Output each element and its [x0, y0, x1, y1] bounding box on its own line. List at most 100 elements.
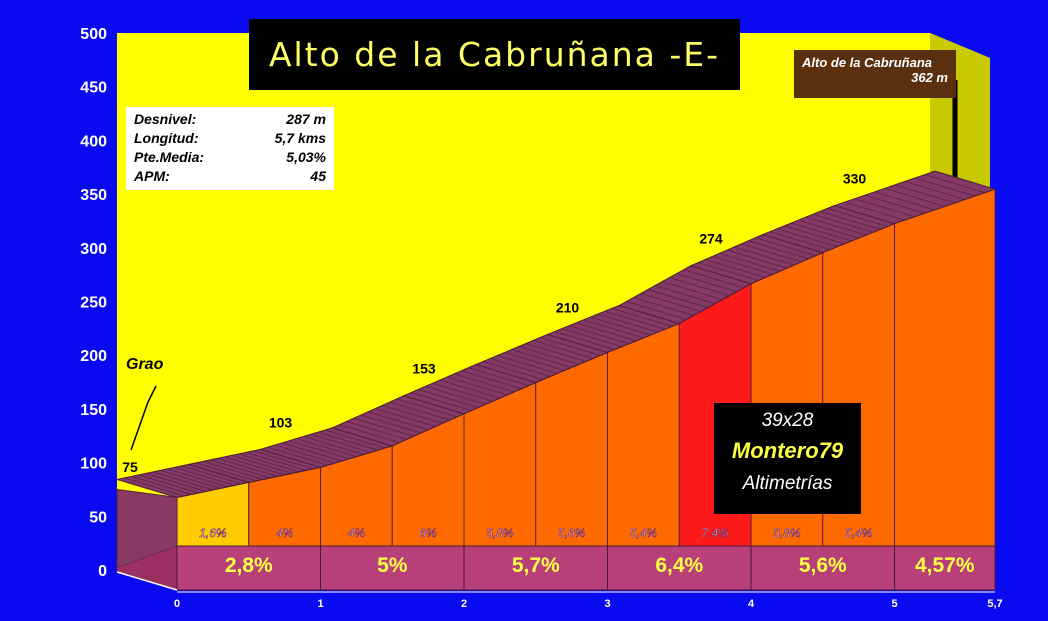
profile-segments: 1,6% 4% 4% 6% 5,8% 5,6% 5,4% 7,4% 5,8% 5,4%: [116, 188, 996, 569]
summit-box: Alto de la Cabruñana 362 m: [794, 50, 956, 98]
surface-hatch: [590, 316, 651, 336]
surface-hatch: [820, 210, 881, 230]
surface-hatch: [468, 367, 529, 387]
chart-title: Alto de la Cabruñana -E-: [268, 35, 721, 74]
surface-hatch: [482, 361, 544, 380]
surface-hatch: [769, 231, 831, 251]
start-pointer: [130, 385, 157, 451]
surface-hatch: [655, 285, 716, 304]
km-block: [320, 545, 465, 591]
segment-gradient-label: 1,6%: [199, 526, 227, 540]
surface-hatch: [854, 198, 915, 218]
stat-label: Longitud:: [134, 130, 199, 146]
surface-hatch: [540, 337, 601, 356]
surface-hatch: [748, 240, 809, 260]
surface-hatch: [310, 433, 371, 453]
surface-hatch: [874, 191, 935, 211]
surface-hatch: [827, 208, 888, 227]
surface-hatch: [332, 427, 393, 447]
altitude-label: 103: [269, 414, 293, 430]
start-pointer-line: [130, 385, 157, 451]
stat-row: Desnivel: 287 m: [134, 110, 326, 129]
segment-gradient-label: 4%: [276, 526, 294, 540]
altitude-label: 330: [843, 171, 867, 187]
surface-hatch: [181, 465, 242, 485]
surface-hatch: [712, 255, 773, 275]
surface-hatch: [662, 281, 723, 301]
surface-hatch: [726, 249, 788, 269]
surface-hatch: [439, 379, 501, 399]
surface-hatch: [904, 181, 965, 200]
surface-hatch: [152, 471, 213, 491]
surface-hatch: [547, 334, 608, 353]
stat-label: Desnivel:: [134, 111, 197, 127]
x-tick-label: 5,7: [987, 598, 1002, 610]
stat-row: APM: 45: [134, 167, 326, 186]
surface-hatch: [705, 259, 766, 278]
surface-hatch: [784, 225, 845, 245]
y-tick-label: 0: [98, 563, 107, 580]
surface-hatch: [834, 205, 895, 224]
surface-hatch: [647, 289, 709, 308]
surface-hatch: [174, 467, 235, 486]
surface-hatch: [475, 364, 536, 383]
surface-hatch: [583, 319, 644, 339]
surface-hatch: [690, 265, 752, 285]
surface-hatch: [798, 219, 859, 239]
y-tick-label: 350: [80, 187, 107, 204]
surface-hatch: [683, 269, 744, 289]
surface-hatch: [669, 277, 730, 297]
surface-hatch: [267, 446, 328, 466]
surface-hatch: [497, 355, 558, 374]
surface-hatch: [454, 373, 515, 393]
km-gradient-label: 6,4%: [655, 554, 703, 577]
start-label: Grao: [126, 356, 164, 373]
y-tick-label: 450: [80, 80, 107, 97]
surface-hatch: [568, 325, 630, 345]
y-axis-ticks: 0 50 100 150 200 250 300 350 400 450 500: [80, 26, 107, 580]
km-block: [894, 545, 996, 591]
surface-hatch: [324, 429, 386, 449]
stat-value: 45: [310, 168, 326, 184]
surface-hatch: [576, 322, 637, 342]
altitude-label: 75: [122, 459, 138, 475]
altitude-label: 274: [699, 231, 723, 247]
surface-hatch: [755, 237, 816, 257]
y-tick-label: 500: [80, 26, 107, 43]
surface-hatch: [633, 297, 694, 316]
credit-box: 39x28 Montero79 Altimetrías: [714, 403, 861, 514]
stat-row: Longitud: 5,7 kms: [134, 129, 326, 148]
segment-gradient-label: 5,4%: [845, 526, 873, 540]
surface-hatch: [202, 461, 264, 480]
y-tick-label: 250: [80, 295, 107, 312]
surface-hatch: [138, 474, 199, 494]
surface-hatch: [317, 431, 379, 451]
surface-hatch: [425, 385, 486, 405]
y-tick-label: 400: [80, 133, 107, 150]
y-tick-label: 200: [80, 348, 107, 365]
surface-hatch: [375, 408, 436, 427]
surface-hatch: [762, 234, 823, 253]
kilometre-band: 2,8% 5% 5,7% 6,4% 5,6% 4,57%: [116, 545, 996, 593]
surface-hatch: [260, 448, 321, 468]
stat-row: Pte.Media: 5,03%: [134, 148, 326, 167]
km-block: [176, 545, 322, 591]
surface-hatch: [253, 450, 314, 470]
surface-hatch: [281, 442, 343, 462]
surface-hatch: [274, 444, 335, 464]
surface-hatch: [640, 293, 701, 312]
x-tick-label: 4: [748, 598, 755, 610]
surface-hatch: [777, 228, 838, 248]
surface-hatch: [116, 479, 178, 498]
segment-gradient-label: 5,8%: [773, 526, 801, 540]
summit-name: Alto de la Cabruñana: [802, 55, 933, 70]
x-axis-ticks: 0 1 2 3 4 5 5,7: [174, 598, 1003, 610]
surface-hatch: [353, 417, 414, 437]
surface-hatch: [418, 389, 479, 408]
surface-hatch: [368, 411, 429, 431]
base-axis-line: [116, 571, 178, 591]
stat-value: 287 m: [286, 111, 326, 127]
altitude-label: 153: [412, 361, 436, 377]
surface-hatch: [124, 477, 185, 497]
surface-hatch: [844, 201, 905, 221]
